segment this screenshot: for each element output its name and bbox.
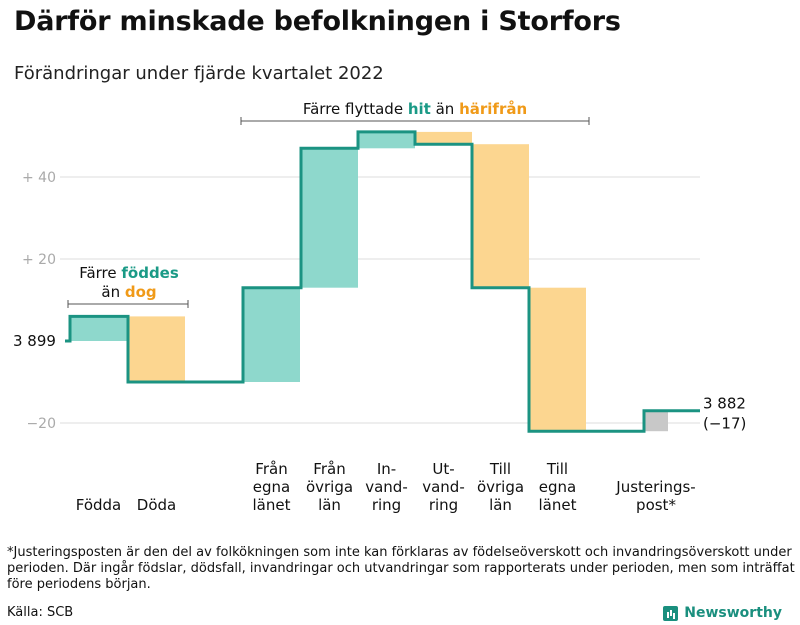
footnote: *Justeringsposten är den del av folkökni…: [7, 545, 795, 592]
bar-step-2: [128, 316, 185, 382]
end-value-label: 3 882: [703, 395, 746, 413]
category-label: län: [318, 496, 341, 514]
category-label: vand-: [365, 478, 408, 496]
y-tick-label: −20: [26, 416, 56, 432]
brand-name: Newsworthy: [684, 605, 782, 621]
category-label: Från: [255, 460, 287, 478]
annotation-births-line1: Färre föddes: [79, 264, 179, 282]
category-label: länet: [253, 496, 291, 514]
category-label: Till: [489, 460, 511, 478]
bar-step-5: [358, 131, 415, 149]
bar-step-4: [301, 148, 358, 288]
start-value-label: 3 899: [13, 332, 56, 350]
running-total-path: [65, 130, 700, 433]
chart-subtitle: Förändringar under fjärde kvartalet 2022: [14, 63, 384, 84]
bar-step-9: [644, 410, 668, 432]
category-label: Från: [313, 460, 345, 478]
category-label: Döda: [137, 496, 176, 514]
bar-chart-icon: [663, 605, 679, 621]
running-total-line: [65, 130, 700, 433]
chart-title: Därför minskade befolkningen i Storfors: [14, 6, 621, 37]
bar-step-1: [70, 316, 127, 341]
bars: [70, 131, 668, 432]
annotation-births-line2: än dog: [101, 283, 156, 301]
category-label: länet: [539, 496, 577, 514]
bar-step-3: [243, 287, 300, 382]
category-label: egna: [253, 478, 290, 496]
category-label: vand-: [422, 478, 465, 496]
annotation-moves: Färre flyttade hit än härifrån: [303, 100, 527, 118]
end-change-label: (−17): [703, 415, 746, 433]
category-label: ring: [429, 496, 458, 514]
category-label: Ut-: [432, 460, 454, 478]
category-label: post*: [636, 496, 676, 514]
bar-step-8: [529, 287, 586, 432]
category-label: övriga: [306, 478, 353, 496]
y-tick-label: + 20: [22, 252, 56, 268]
category-label: övriga: [477, 478, 524, 496]
bar-step-6: [415, 131, 472, 145]
source-label: Källa: SCB: [7, 605, 74, 620]
category-label: In-: [377, 460, 396, 478]
category-label: län: [489, 496, 512, 514]
category-label: Justerings-: [615, 478, 695, 496]
y-tick-label: + 40: [22, 170, 56, 186]
category-label: egna: [539, 478, 576, 496]
bar-step-7: [472, 144, 529, 288]
brand-logo[interactable]: Newsworthy: [663, 605, 782, 621]
category-label: Födda: [76, 496, 122, 514]
category-label: Till: [546, 460, 568, 478]
category-label: ring: [372, 496, 401, 514]
grid-lines: [60, 176, 700, 424]
